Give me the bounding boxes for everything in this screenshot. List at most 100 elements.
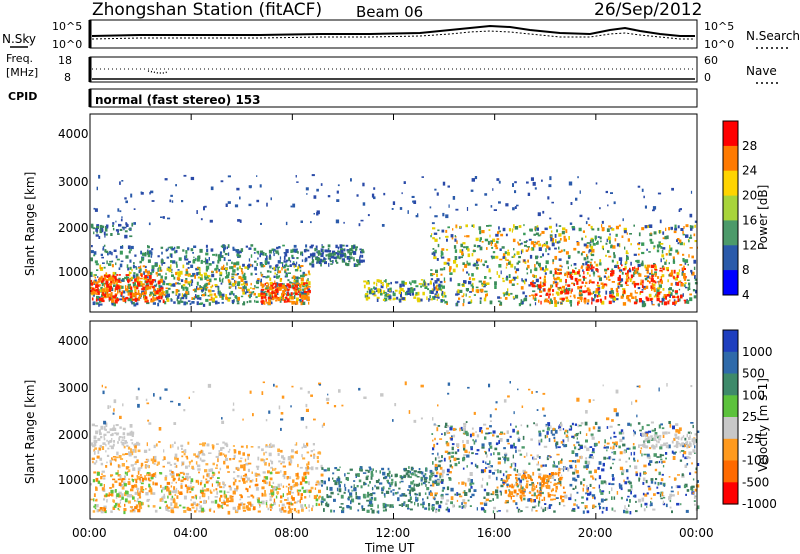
echo-cell [545, 268, 549, 271]
echo-cell [149, 281, 153, 285]
echo-cell [155, 271, 158, 275]
echo-cell [659, 243, 664, 245]
echo-cell [218, 269, 221, 272]
echo-cell [350, 500, 352, 505]
echo-cell [611, 270, 615, 275]
echo-cell [368, 466, 371, 469]
echo-cell [103, 434, 105, 438]
echo-cell [308, 491, 311, 494]
echo-cell [579, 293, 583, 296]
echo-cell [202, 459, 206, 462]
echo-cell [299, 481, 303, 486]
echo-cell [92, 293, 95, 297]
echo-cell [197, 503, 201, 506]
echo-cell [256, 467, 259, 470]
echo-cell [557, 287, 559, 290]
echo-cell [399, 494, 403, 497]
echo-cell [308, 509, 310, 512]
echo-cell [639, 429, 642, 432]
echo-cell [408, 485, 412, 489]
echo-cell [99, 432, 102, 436]
echo-cell [361, 248, 364, 252]
echo-cell [196, 210, 198, 214]
echo-cell [647, 279, 649, 282]
echo-cell [97, 276, 99, 278]
echo-cell [671, 450, 674, 454]
echo-cell [521, 242, 523, 245]
echo-cell [349, 506, 352, 510]
echo-cell [400, 296, 403, 301]
echo-cell [316, 261, 318, 264]
echo-cell [414, 492, 417, 496]
colorbar-swatch [723, 170, 738, 197]
echo-cell [347, 477, 349, 481]
echo-cell [315, 483, 318, 486]
echo-cell [546, 300, 549, 303]
echo-cell [203, 454, 206, 456]
echo-cell [624, 266, 627, 270]
echo-cell [691, 271, 695, 276]
echo-cell [620, 429, 624, 433]
echo-cell [347, 499, 350, 501]
echo-cell [605, 242, 608, 245]
echo-cell [531, 283, 534, 287]
echo-cell [383, 297, 388, 302]
echo-cell [102, 277, 105, 282]
echo-cell [398, 290, 401, 295]
echo-cell [276, 291, 279, 295]
echo-cell [94, 425, 98, 427]
echo-cell [119, 426, 122, 429]
echo-cell [224, 267, 228, 270]
echo-cell [147, 259, 151, 263]
echo-cell [240, 445, 244, 448]
echo-cell [385, 503, 387, 508]
echo-cell [500, 479, 504, 481]
echo-cell [377, 510, 380, 514]
echo-cell [138, 475, 140, 480]
echo-cell [646, 492, 649, 495]
echo-cell [515, 294, 519, 299]
echo-cell [146, 286, 149, 291]
echo-cell [373, 497, 377, 501]
echo-cell [301, 274, 305, 278]
echo-cell [122, 226, 124, 229]
echo-cell [541, 267, 544, 271]
echo-cell [170, 502, 173, 507]
echo-cell [343, 252, 346, 255]
echo-cell [578, 269, 581, 273]
echo-cell [318, 257, 321, 261]
echo-cell [221, 293, 225, 297]
echo-cell [681, 272, 684, 276]
echo-cell [130, 245, 134, 250]
echo-cell [116, 258, 120, 261]
echo-cell [624, 505, 626, 509]
echo-cell [690, 486, 694, 491]
echo-cell [127, 283, 131, 287]
echo-cell [190, 498, 192, 502]
echo-cell [696, 480, 699, 483]
echo-cell [523, 497, 526, 501]
echo-cell [591, 281, 595, 284]
echo-cell [651, 269, 653, 274]
echo-cell [694, 452, 696, 454]
echo-cell [178, 474, 181, 477]
echo-cell [101, 470, 105, 473]
echo-cell [103, 290, 107, 293]
echo-cell [106, 439, 108, 442]
echo-cell [580, 296, 583, 299]
echo-cell [498, 201, 501, 204]
echo-cell [294, 451, 297, 454]
echo-cell [326, 494, 329, 498]
echo-cell [99, 264, 102, 268]
echo-cell [255, 473, 258, 477]
echo-cell [445, 235, 448, 238]
echo-cell [94, 447, 98, 450]
echo-cell [585, 433, 588, 436]
echo-cell [370, 496, 373, 500]
echo-cell [313, 213, 315, 215]
echo-cell [472, 264, 476, 267]
echo-cell [494, 447, 498, 451]
echo-cell [473, 294, 476, 296]
echo-cell [314, 487, 317, 490]
echo-cell [608, 482, 611, 485]
